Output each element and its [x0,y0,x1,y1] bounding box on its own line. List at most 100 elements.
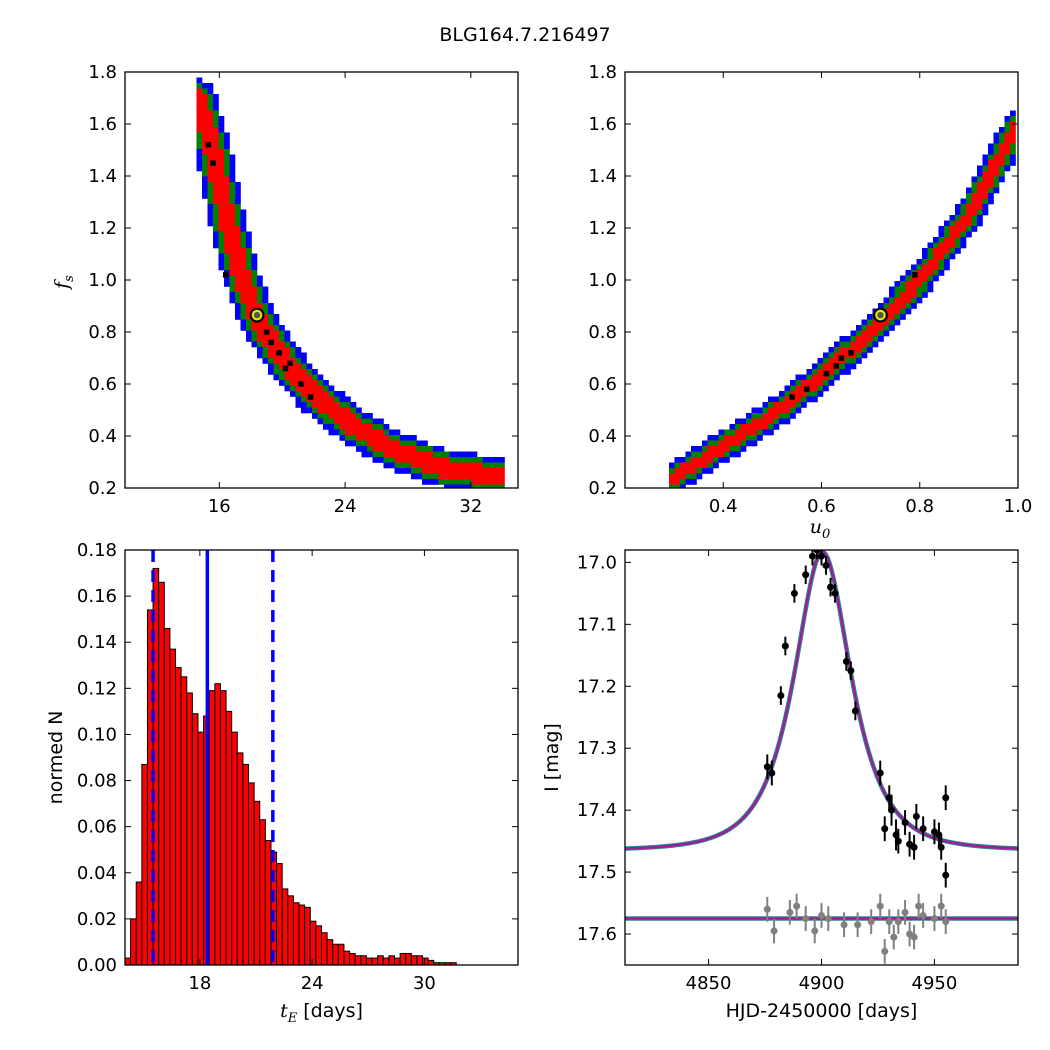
heatmap-cell [669,473,675,480]
mode-cell [912,272,918,278]
heatmap-cell [202,193,208,199]
heatmap-cell [729,435,736,441]
heatmap-cell [806,369,813,375]
heatmap-cells [196,77,505,488]
heatmap-cell [207,176,214,183]
heatmap-cell [949,220,956,227]
heatmap-cell [246,231,252,238]
heatmap-cell [339,402,346,408]
heatmap-cell [444,473,450,480]
heatmap-cell [224,165,230,172]
heatmap-cell [251,281,258,287]
panel-light-curve: 4850 4900 4950 17.0 17.1 17.2 17.3 17.4 17.5 17.6… [541,549,1019,1022]
heatmap-cell [328,396,335,403]
heatmap-cell [207,138,214,144]
y-tick-label: 1.6 [88,114,117,135]
heatmap-cell [466,462,472,469]
heatmap-cell [218,264,225,271]
heatmap-cell [427,462,434,469]
heatmap-cell [240,314,247,320]
heatmap-cell [411,440,417,447]
data-point [894,837,902,845]
heatmap-cell [196,132,203,139]
heatmap-cell [933,237,939,243]
heatmap-cell [273,330,280,337]
heatmap-cell [262,341,269,348]
heatmap-cell [812,391,818,397]
histogram-bar [231,731,238,966]
heatmap-cell [993,143,1000,150]
heatmap-cell [713,440,719,447]
heatmap-cell [306,369,313,375]
heatmap-cell [312,385,318,392]
heatmap-cell [196,143,203,150]
heatmap-cell [438,451,445,458]
heatmap-cell [927,286,934,293]
heatmap-cell [856,358,862,364]
mode-cell [789,394,795,400]
heatmap-cell [685,473,692,480]
heatmap-cell [389,435,395,441]
heatmap-cell [268,363,274,370]
heatmap-cell [290,341,296,348]
heatmap-cell [427,451,434,458]
heatmap-cell [757,435,763,441]
heatmap-cell [1004,132,1011,139]
histogram-bar [292,902,300,966]
heatmap-cell [328,413,335,419]
heatmap-cell [966,209,972,216]
heatmap-cell [933,275,939,282]
heatmap-cell [938,237,945,243]
heatmap-cell [861,352,868,359]
heatmap-cell [427,468,434,474]
heatmap-cell [438,473,445,480]
heatmap-cell [405,462,412,469]
heatmap-cell [944,226,950,232]
heatmap-cell [224,204,230,210]
heatmap-cell [988,149,994,155]
residual-point [894,918,902,926]
heatmap-cell [768,429,774,436]
histogram-bar [298,904,306,966]
heatmap-cell [213,165,219,172]
heatmap-cell [235,215,241,221]
heatmap-cell [933,259,939,265]
heatmap-cell [999,149,1005,155]
y-axis-label: fs [51,275,77,291]
x-tick-label: 4850 [686,973,732,994]
heatmap-cell [982,198,989,205]
heatmap-cell [438,462,445,469]
heatmap-cell [229,270,236,276]
heatmap-cell [449,484,456,488]
heatmap-cell [218,138,225,144]
heatmap-cell [718,457,725,463]
heatmap-cell [422,446,428,452]
heatmap-cell [894,292,901,298]
heatmap-cell [207,121,214,128]
heatmap-cell [405,440,412,447]
heatmap-cell [257,275,263,282]
heatmap-cell [944,231,950,238]
heatmap-cell [900,292,906,298]
heatmap-cell [405,446,412,452]
heatmap-cell [411,462,417,469]
histogram-bar [242,763,250,966]
heatmap-cell [691,457,697,463]
heatmap-cell [378,435,384,441]
heatmap-cell [301,374,307,381]
heatmap-cell [400,457,406,463]
heatmap-cell [999,132,1005,139]
heatmap-cell [213,215,219,221]
heatmap-cell [284,385,291,392]
x-tick-label: 1.0 [1004,496,1033,517]
heatmap-cell [301,402,307,408]
heatmap-cell [279,347,285,353]
heatmap-cell [471,484,478,488]
heatmap-cell [433,446,439,452]
heatmap-cell [218,220,225,227]
histogram-bar [270,851,278,966]
y-tick-label: 17.6 [577,924,617,945]
heatmap-cell [795,396,802,403]
heatmap-cell [938,253,945,260]
heatmap-cell [284,369,291,375]
